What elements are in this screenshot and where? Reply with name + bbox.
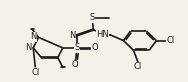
Text: HN: HN (96, 30, 109, 39)
Text: Cl: Cl (134, 62, 142, 71)
Text: N: N (69, 31, 76, 40)
Text: S: S (74, 43, 80, 52)
Text: S: S (89, 13, 95, 22)
Text: Cl: Cl (166, 36, 175, 45)
Text: O: O (92, 43, 99, 52)
Text: O: O (72, 60, 78, 69)
Text: N: N (25, 43, 32, 52)
Text: N: N (30, 32, 37, 41)
Text: Cl: Cl (31, 68, 39, 77)
